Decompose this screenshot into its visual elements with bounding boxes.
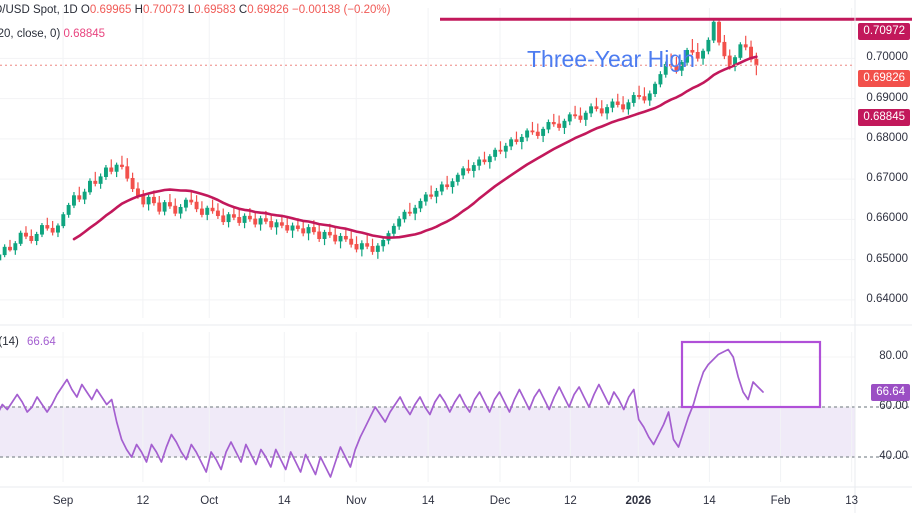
time-axis-tick: 14 bbox=[277, 495, 291, 507]
time-axis-tick: 12 bbox=[563, 495, 577, 507]
high-line-badge[interactable]: 0.70972 bbox=[858, 23, 910, 40]
last-price-badge[interactable]: 0.69826 bbox=[858, 70, 910, 87]
price-axis-tick: 0.66000 bbox=[866, 212, 908, 225]
rsi-threshold-lines bbox=[0, 406, 912, 458]
rsi-legend: RSI (14) 66.64 bbox=[0, 336, 56, 348]
rsi-axis-tick: 40.00 bbox=[879, 450, 908, 462]
price-axis-tick: 0.70000 bbox=[866, 51, 908, 64]
time-axis-tick: 13 bbox=[845, 495, 859, 507]
time-axis-tick: Sep bbox=[52, 495, 74, 507]
candlestick-series bbox=[0, 19, 759, 261]
time-axis-tick: 12 bbox=[136, 495, 150, 507]
ma-series bbox=[72, 55, 758, 241]
rsi-highlight-box bbox=[680, 340, 822, 409]
rsi-band bbox=[0, 407, 855, 457]
price-axis-tick: 0.65000 bbox=[866, 252, 908, 265]
rsi-legend-value: 66.64 bbox=[27, 336, 56, 348]
time-axis-tick: Feb bbox=[770, 495, 791, 507]
rsi-series bbox=[0, 348, 764, 478]
rsi-value-badge[interactable]: 66.64 bbox=[871, 384, 910, 401]
price-axis-tick: 0.68000 bbox=[866, 131, 908, 144]
rsi-axis-tick: 60.00 bbox=[879, 400, 908, 412]
rsi-legend-label: RSI (14) bbox=[0, 336, 19, 348]
three-year-high-label: Three-Year High bbox=[527, 46, 695, 72]
time-axis-tick: Oct bbox=[200, 495, 219, 507]
time-axis-tick: Dec bbox=[489, 495, 511, 507]
time-axis-tick: 2026 bbox=[625, 495, 652, 507]
time-axis-tick: Nov bbox=[345, 495, 367, 507]
price-axis-tick: 0.64000 bbox=[866, 292, 908, 305]
rsi-axis-tick: 80.00 bbox=[879, 350, 908, 362]
price-axis-tick: 0.67000 bbox=[866, 172, 908, 185]
ma-value-badge[interactable]: 0.68845 bbox=[858, 109, 910, 126]
price-axis-tick: 0.69000 bbox=[866, 91, 908, 104]
grid-lines bbox=[0, 8, 855, 482]
time-axis-tick: 14 bbox=[421, 495, 435, 507]
time-axis-tick: 14 bbox=[703, 495, 716, 507]
